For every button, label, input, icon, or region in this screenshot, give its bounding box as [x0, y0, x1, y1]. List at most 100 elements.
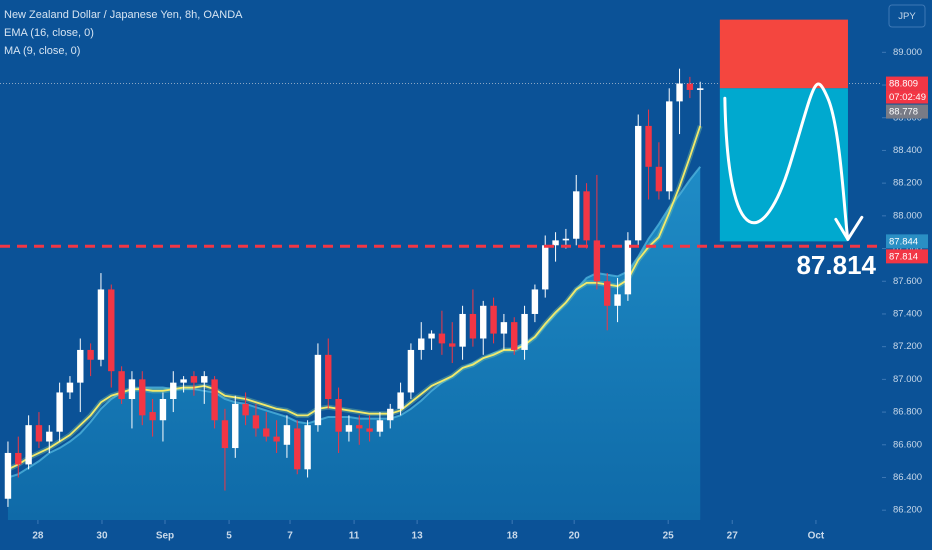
candle-body — [335, 398, 342, 432]
candle-body — [366, 428, 373, 432]
price-label-box — [886, 234, 928, 249]
candle-body — [469, 313, 477, 339]
y-tick-label: 86.800 — [893, 407, 922, 418]
last-price-label-box — [886, 76, 928, 91]
y-tick-label: 88.000 — [893, 210, 922, 221]
candle-body — [614, 294, 621, 306]
target-level-text: 87.814 — [796, 250, 876, 280]
candle-body — [645, 125, 652, 167]
y-tick-label: 87.000 — [893, 374, 922, 385]
candle-body — [211, 379, 218, 421]
candle-body — [314, 354, 322, 426]
candle-body — [325, 354, 332, 399]
candle-body — [438, 333, 446, 344]
price-label-box — [886, 104, 928, 119]
candle-body — [407, 349, 415, 393]
candle-body — [387, 408, 394, 421]
candle-body — [97, 289, 105, 360]
candle-body — [221, 420, 229, 449]
x-tick-label: 7 — [287, 531, 293, 542]
candle-body — [108, 289, 115, 372]
x-tick-label: Sep — [156, 531, 174, 542]
candle-body — [635, 125, 642, 241]
candle-body — [56, 392, 63, 432]
y-tick-label: 89.000 — [893, 47, 922, 58]
candle-body — [624, 240, 632, 295]
curve-arrow — [723, 82, 850, 241]
y-tick-label: 86.600 — [893, 439, 922, 450]
candle-body — [149, 412, 156, 421]
y-tick-label: 87.200 — [893, 341, 922, 352]
currency-box[interactable] — [888, 4, 926, 28]
target-level-label: 87.814 — [889, 251, 918, 262]
x-tick-label: 30 — [96, 531, 108, 542]
candle-body — [201, 376, 208, 383]
candle-body — [666, 101, 673, 192]
candle-body — [4, 452, 12, 499]
candle-body — [294, 428, 301, 470]
x-tick-label: 5 — [226, 531, 232, 542]
countdown-box — [886, 90, 928, 104]
y-tick-label: 87.600 — [893, 276, 922, 287]
stop-zone — [719, 19, 848, 89]
countdown: 07:02:49 — [889, 92, 926, 103]
candle-body — [242, 403, 249, 416]
candle-body — [190, 376, 198, 383]
y-tick-label: 87.400 — [893, 308, 922, 319]
chart-title: New Zealand Dollar / Japanese Yen, 8h, O… — [4, 9, 243, 21]
candle-body — [490, 305, 497, 334]
y-tick-label: 88.200 — [893, 178, 922, 189]
price-label: 88.778 — [889, 107, 918, 118]
candle-body — [604, 281, 611, 306]
candle-body — [562, 238, 570, 241]
candle-body — [449, 343, 456, 347]
candle-body — [273, 436, 280, 442]
candle-body — [25, 425, 32, 465]
legend-ma: MA (9, close, 0) — [4, 45, 80, 57]
candle-body — [428, 333, 435, 339]
candle-body — [139, 379, 146, 416]
last-price-label: 88.809 — [889, 79, 918, 90]
candle-body — [500, 322, 508, 334]
x-tick-label: 25 — [663, 531, 675, 542]
candle-body — [459, 313, 466, 347]
x-tick-label: 20 — [569, 531, 581, 542]
candle-body — [655, 166, 663, 192]
candle-body — [552, 240, 559, 246]
legend-ema: EMA (16, close, 0) — [4, 27, 94, 39]
y-tick-label: 88.400 — [893, 145, 922, 156]
x-tick-label: 11 — [349, 531, 360, 542]
arrow-head — [834, 215, 864, 241]
currency[interactable]: JPY — [898, 11, 916, 22]
x-tick-label: 27 — [727, 531, 739, 542]
candle-body — [159, 398, 167, 421]
candle-body — [542, 245, 549, 290]
candle-body — [531, 289, 539, 314]
x-tick-label: Oct — [808, 531, 825, 542]
candle-body — [128, 379, 136, 399]
y-tick-label: 86.400 — [893, 472, 922, 483]
ma-area — [7, 166, 701, 520]
candle-body — [480, 305, 487, 339]
target-zone — [719, 88, 848, 242]
candle-body — [345, 425, 353, 432]
y-tick-label: 87.800 — [893, 243, 922, 254]
candle-body — [511, 322, 518, 350]
candle-body — [77, 349, 84, 383]
candle-body — [180, 379, 187, 383]
x-tick-label: 18 — [507, 531, 519, 542]
candle-body — [397, 392, 404, 409]
candle-body — [263, 428, 270, 437]
candle-body — [252, 415, 260, 429]
candle-body — [232, 403, 239, 449]
candle-body — [170, 382, 177, 399]
candle-body — [686, 83, 694, 90]
candle-body — [66, 382, 74, 393]
candle-body — [521, 313, 528, 350]
candle-body — [676, 83, 683, 102]
plot-area: 87.814 — [0, 19, 880, 520]
y-tick-label: 86.200 — [893, 505, 922, 516]
candle-body — [35, 425, 43, 442]
x-tick-label: 13 — [412, 531, 424, 542]
